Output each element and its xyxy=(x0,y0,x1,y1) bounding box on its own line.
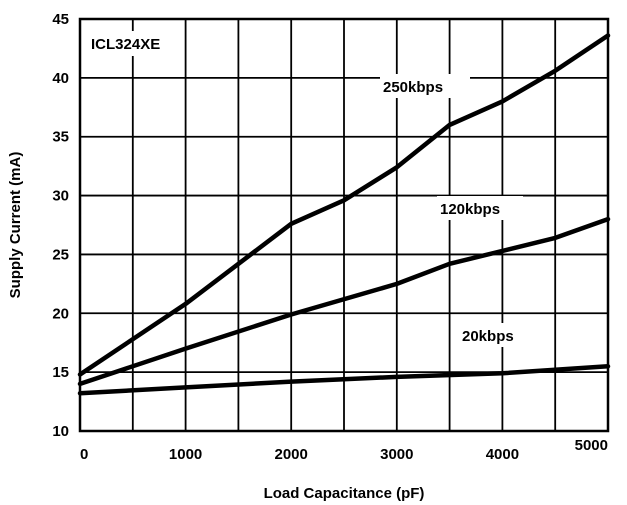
series-line xyxy=(77,33,611,377)
plot-frame xyxy=(78,17,610,433)
x-tick-label: 1000 xyxy=(169,446,202,463)
series-label-background xyxy=(380,74,470,98)
x-tick-label: 3000 xyxy=(380,446,413,463)
y-tick-label: 35 xyxy=(52,129,69,146)
y-tick-label: 30 xyxy=(52,188,69,205)
y-tick-label: 15 xyxy=(52,364,69,381)
series-label-background xyxy=(459,323,534,347)
grid xyxy=(80,19,608,431)
series-label: 250kbps xyxy=(383,79,443,96)
series-label-background xyxy=(437,196,523,220)
x-tick-label: 5000 xyxy=(575,437,608,454)
y-tick-label: 20 xyxy=(52,305,69,322)
x-tick-label: 2000 xyxy=(275,446,308,463)
y-tick-label: 10 xyxy=(52,423,69,440)
annotation-box xyxy=(84,31,174,56)
series-line xyxy=(77,364,611,396)
y-tick-label: 25 xyxy=(52,246,69,263)
series-label: 120kbps xyxy=(440,201,500,218)
tick-labels: 0 1000 2000 3000 4000 5000 10 15 20 25 30 35 40 45 xyxy=(52,11,608,463)
series-lines xyxy=(77,33,611,396)
y-tick-label: 40 xyxy=(52,70,69,87)
x-tick-label: 4000 xyxy=(486,446,519,463)
series-line xyxy=(77,216,611,387)
chart-annotation: ICL324XE xyxy=(91,36,160,53)
series-labels: 250kbps 120kbps 20kbps xyxy=(380,74,534,347)
series-label: 20kbps xyxy=(462,328,514,345)
x-axis-title: Load Capacitance (pF) xyxy=(264,485,425,502)
x-tick-label: 0 xyxy=(80,446,88,463)
y-tick-label: 45 xyxy=(52,11,69,28)
y-axis-title: Supply Current (mA) xyxy=(7,152,24,299)
